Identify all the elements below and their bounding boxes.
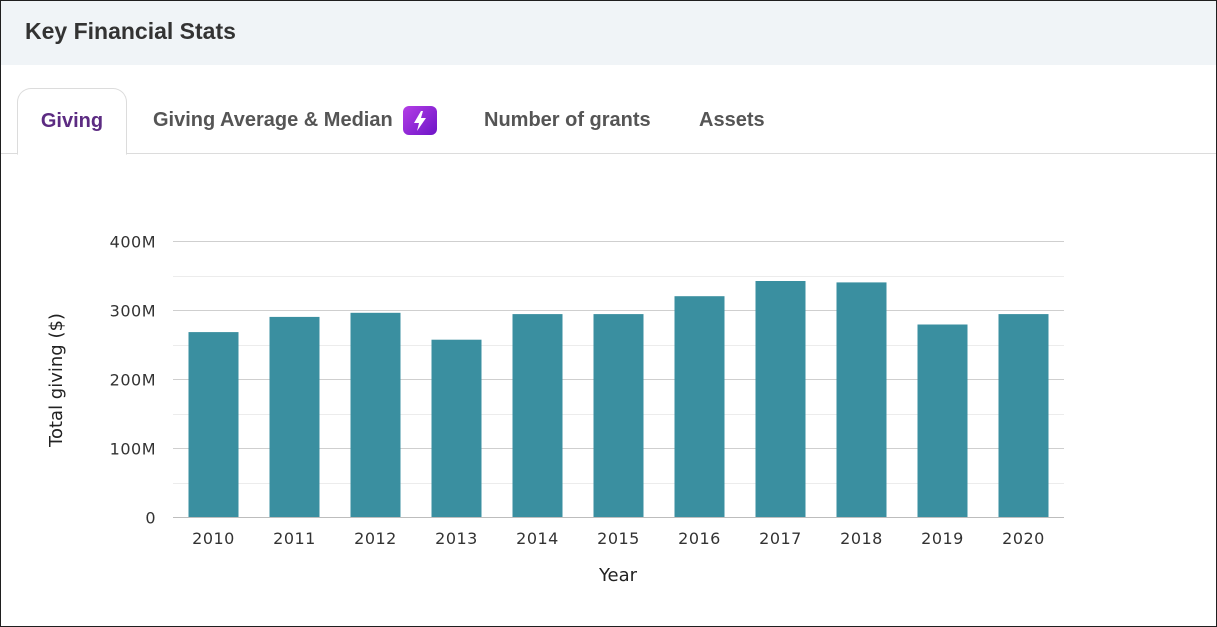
bar-2019[interactable] — [917, 324, 968, 518]
tab-giving-average-median[interactable]: Giving Average & Median — [153, 88, 437, 153]
bar-2011[interactable] — [269, 316, 320, 517]
x-tick-label: 2020 — [1002, 529, 1045, 548]
y-tick-label: 0 — [145, 509, 156, 528]
y-tick-label: 100M — [110, 440, 156, 459]
tab-assets[interactable]: Assets — [699, 88, 765, 153]
chart-bars — [188, 281, 1049, 518]
panel-header: Key Financial Stats — [1, 1, 1216, 65]
lightning-bolt-icon — [402, 106, 437, 135]
tab-giving[interactable]: Giving — [17, 88, 127, 155]
bar-2020[interactable] — [998, 314, 1049, 517]
x-tick-label: 2012 — [354, 529, 397, 548]
x-tick-label: 2017 — [759, 529, 802, 548]
y-tick-label: 400M — [110, 233, 156, 252]
tab-giving-average-median-label: Giving Average & Median — [153, 109, 393, 131]
x-axis-ticks: 2010 2011 2012 2013 2014 2015 2016 2017 2018 2019… — [192, 529, 1045, 548]
tab-bar: Giving Giving Average & Median Number of… — [1, 65, 1216, 155]
y-tick-label: 300M — [110, 302, 156, 321]
x-tick-label: 2014 — [516, 529, 559, 548]
x-tick-label: 2015 — [597, 529, 640, 548]
bar-2014[interactable] — [512, 314, 563, 517]
x-tick-label: 2013 — [435, 529, 478, 548]
bar-2015[interactable] — [593, 314, 644, 517]
x-tick-label: 2011 — [273, 529, 316, 548]
bar-2016[interactable] — [674, 296, 725, 517]
bar-2010[interactable] — [188, 332, 239, 517]
x-tick-label: 2016 — [678, 529, 721, 548]
tab-assets-label: Assets — [699, 109, 765, 131]
panel-title: Key Financial Stats — [25, 18, 236, 44]
y-axis-ticks: 0 100M 200M 300M 400M — [110, 233, 156, 528]
bar-2017[interactable] — [755, 281, 806, 517]
tab-giving-label: Giving — [40, 110, 104, 132]
tab-number-of-grants[interactable]: Number of grants — [484, 88, 651, 153]
tab-number-of-grants-label: Number of grants — [484, 109, 651, 131]
x-tick-label: 2019 — [921, 529, 964, 548]
x-tick-label: 2010 — [192, 529, 235, 548]
y-axis-title: Total giving ($) — [46, 313, 67, 448]
bar-2018[interactable] — [836, 282, 887, 517]
x-axis-title: Year — [598, 565, 638, 586]
y-tick-label: 200M — [110, 371, 156, 390]
bar-2012[interactable] — [350, 312, 401, 517]
x-tick-label: 2018 — [840, 529, 883, 548]
bar-2013[interactable] — [431, 339, 482, 517]
